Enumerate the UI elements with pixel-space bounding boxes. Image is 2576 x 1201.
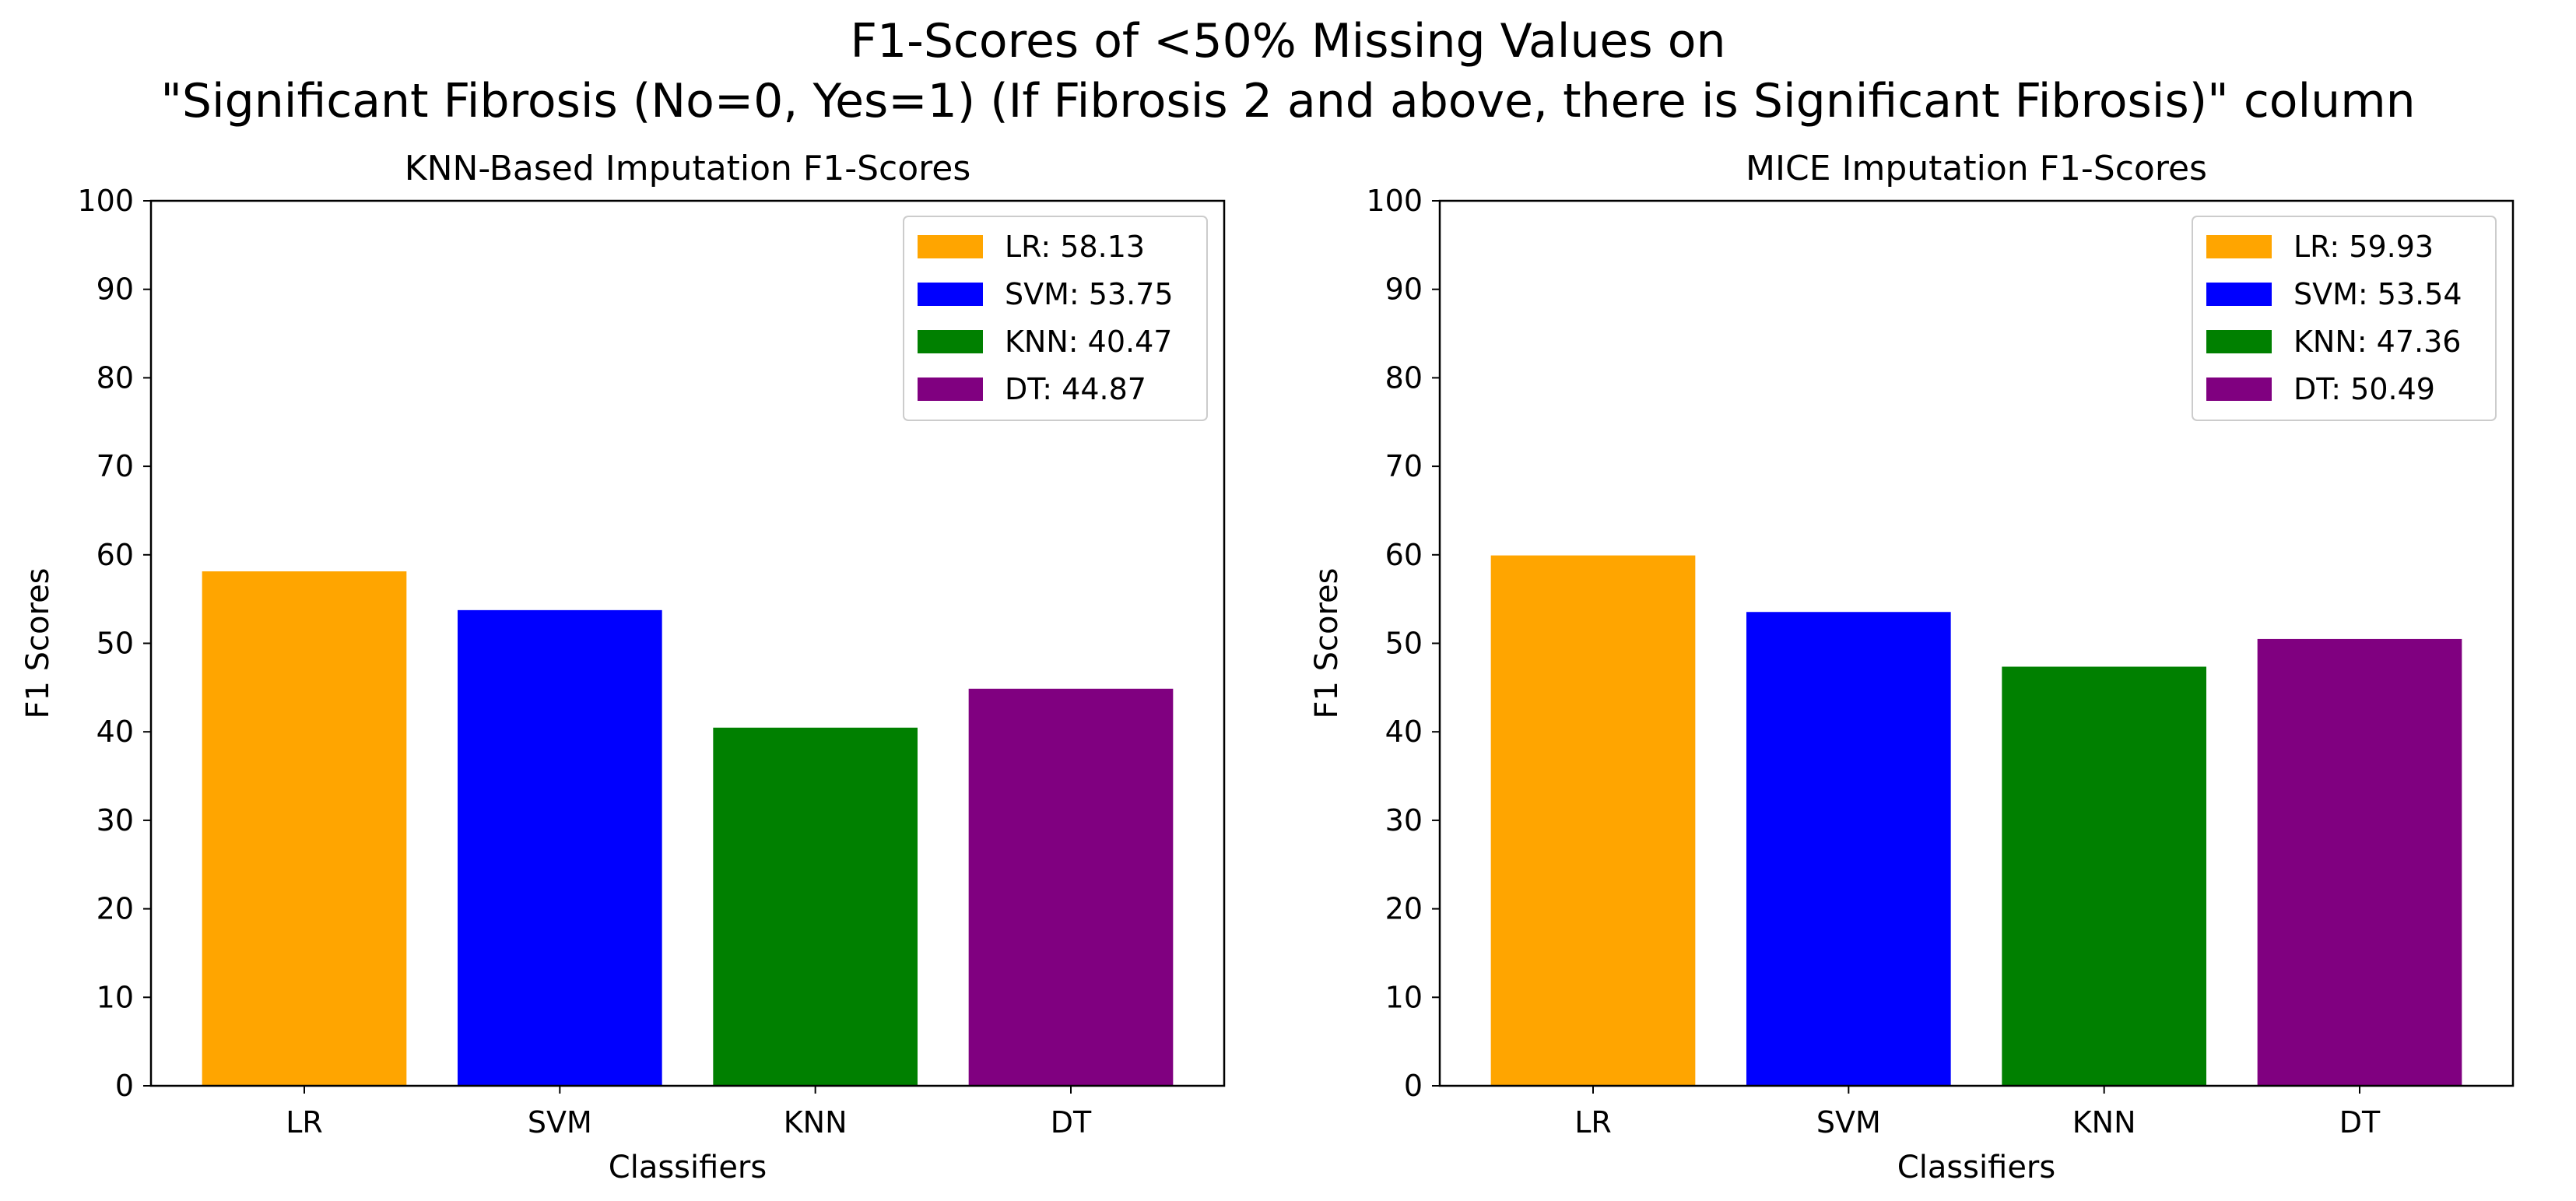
figure-title-line-2: "Significant Fibrosis (No=0, Yes=1) (If … <box>160 74 2415 128</box>
bar-svm <box>1746 612 1951 1086</box>
bar-dt <box>968 688 1174 1086</box>
x-tick-label: LR <box>1574 1105 1612 1140</box>
y-tick-label: 0 <box>115 1069 134 1103</box>
y-tick-label: 30 <box>1385 803 1423 838</box>
x-tick-label: LR <box>286 1105 323 1140</box>
y-tick-label: 30 <box>97 803 134 838</box>
y-tick-label: 60 <box>97 538 134 572</box>
y-tick-label: 90 <box>97 272 134 307</box>
y-tick-label: 100 <box>1366 184 1423 218</box>
chart-panel-1: KNN-Based Imputation F1-Scores LR SVM KNN DT… <box>20 149 1226 1185</box>
chart-panels: KNN-Based Imputation F1-Scores LR SVM KNN DT… <box>20 149 2515 1185</box>
x-tick-label: SVM <box>1816 1105 1881 1140</box>
bar-knn <box>2002 666 2206 1086</box>
legend-box <box>903 216 1208 421</box>
y-tick-label: 20 <box>1385 892 1423 926</box>
chart-title: MICE Imputation F1-Scores <box>1746 149 2207 188</box>
x-tick-label: DT <box>2339 1105 2381 1140</box>
legend-swatch-dt <box>918 378 983 401</box>
legend-swatch-lr <box>2206 235 2272 258</box>
y-tick-label: 70 <box>97 449 134 483</box>
y-tick-label: 80 <box>1385 360 1423 395</box>
axes-frame <box>1438 199 2515 1087</box>
axes-frame <box>149 199 1226 1087</box>
legend-label-dt: DT: 50.49 <box>2293 372 2435 406</box>
y-tick-label: 20 <box>97 892 134 926</box>
y-tick-label: 50 <box>97 627 134 661</box>
y-axis-label: F1 Scores <box>20 567 56 718</box>
y-tick-label: 60 <box>1385 538 1423 572</box>
y-tick-label: 40 <box>1385 715 1423 749</box>
x-tick-label: SVM <box>528 1105 592 1140</box>
y-tick-label: 80 <box>97 360 134 395</box>
legend-swatch-knn <box>918 330 983 353</box>
legend-label-svm: SVM: 53.54 <box>2293 277 2462 311</box>
bar-lr <box>202 571 407 1086</box>
legend-box <box>2192 216 2497 421</box>
bar-dt <box>2257 638 2462 1086</box>
figure-title-line-1: F1-Scores of <50% Missing Values on <box>851 14 1726 68</box>
legend-label-dt: DT: 44.87 <box>1005 372 1146 406</box>
bar-lr <box>1490 555 1696 1086</box>
x-tick-label: DT <box>1051 1105 1092 1140</box>
y-tick-label: 50 <box>1385 627 1423 661</box>
chart-title: KNN-Based Imputation F1-Scores <box>405 149 971 188</box>
legend-swatch-dt <box>2206 378 2272 401</box>
x-tick-label: KNN <box>784 1105 848 1140</box>
legend-label-svm: SVM: 53.75 <box>1005 277 1174 311</box>
y-tick-label: 90 <box>1385 272 1423 307</box>
chart-panel-2: MICE Imputation F1-Scores LR SVM KNN DT 0 10 20… <box>1309 149 2515 1185</box>
legend-swatch-svm <box>2206 283 2272 306</box>
x-axis-label: Classifiers <box>609 1150 767 1185</box>
legend-label-knn: KNN: 47.36 <box>2293 325 2461 359</box>
y-tick-label: 10 <box>1385 980 1423 1014</box>
legend-label-knn: KNN: 40.47 <box>1005 325 1172 359</box>
legend-label-lr: LR: 59.93 <box>2293 230 2434 264</box>
bar-knn <box>713 727 918 1086</box>
x-tick-label: KNN <box>2072 1105 2136 1140</box>
y-tick-label: 70 <box>1385 449 1423 483</box>
y-tick-label: 40 <box>97 715 134 749</box>
legend-label-lr: LR: 58.13 <box>1005 230 1145 264</box>
bar-svm <box>458 609 662 1086</box>
x-axis-label: Classifiers <box>1897 1150 2055 1185</box>
y-tick-label: 10 <box>97 980 134 1014</box>
legend-swatch-lr <box>918 235 983 258</box>
legend-swatch-knn <box>2206 330 2272 353</box>
y-tick-label: 100 <box>77 184 134 218</box>
y-tick-label: 0 <box>1404 1069 1423 1103</box>
y-axis-label: F1 Scores <box>1309 567 1345 718</box>
legend-swatch-svm <box>918 283 983 306</box>
